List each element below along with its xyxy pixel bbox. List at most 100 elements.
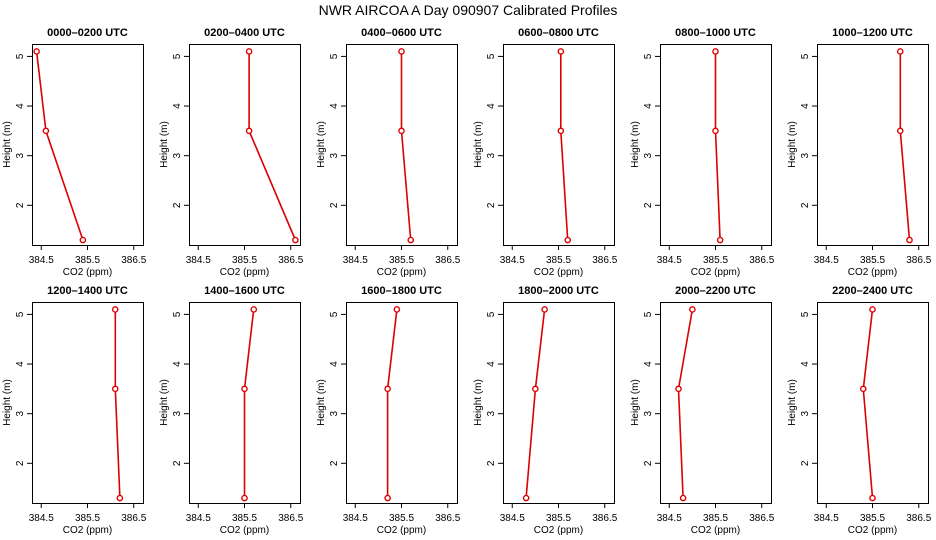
- x-tick-label: 386.5: [435, 513, 460, 524]
- data-point: [541, 306, 548, 313]
- plot-frame: [503, 302, 615, 504]
- y-tick-label: 2: [15, 460, 26, 466]
- y-tick-label: 3: [172, 410, 183, 416]
- panel-title: 0600–0800 UTC: [518, 27, 599, 39]
- x-tick-label: 385.5: [75, 513, 100, 524]
- y-tick-label: 4: [486, 103, 497, 109]
- data-point: [393, 306, 401, 313]
- plot-frame: [32, 302, 144, 504]
- x-tick-label: 385.5: [546, 255, 571, 266]
- data-point: [241, 385, 248, 393]
- y-axis-label: Height (m): [316, 379, 327, 426]
- data-point: [557, 48, 565, 55]
- y-axis-label: Height (m): [787, 379, 798, 426]
- x-tick-label: 384.5: [186, 513, 211, 524]
- plot-frame: [189, 44, 301, 246]
- y-tick-label: 5: [486, 53, 497, 59]
- x-tick-label: 386.5: [278, 513, 303, 524]
- series-line: [400, 51, 412, 241]
- x-tick-label: 385.5: [860, 255, 885, 266]
- x-tick-label: 386.5: [749, 255, 774, 266]
- x-axis-label: CO2 (ppm): [220, 525, 269, 536]
- y-tick-label: 5: [329, 53, 340, 59]
- x-tick-label: 384.5: [29, 255, 54, 266]
- data-point: [675, 385, 682, 393]
- x-tick-label: 386.5: [278, 255, 303, 266]
- y-tick-label: 2: [643, 460, 654, 466]
- data-point: [116, 494, 124, 502]
- plot-frame: [817, 302, 929, 504]
- y-tick-label: 3: [15, 152, 26, 158]
- y-tick-label: 2: [329, 460, 340, 466]
- panel-title: 2200–2400 UTC: [832, 285, 913, 297]
- series-line: [243, 309, 255, 498]
- y-axis-label: Height (m): [2, 379, 13, 426]
- x-tick-label: 384.5: [500, 255, 525, 266]
- x-tick-label: 386.5: [906, 255, 931, 266]
- data-point: [398, 127, 405, 135]
- y-tick-label: 2: [800, 460, 811, 466]
- y-tick-label: 2: [486, 202, 497, 208]
- figure-title: NWR AIRCOA A Day 090907 Calibrated Profi…: [318, 2, 618, 18]
- y-tick-label: 4: [172, 103, 183, 109]
- panel-title: 0400–0600 UTC: [361, 27, 442, 39]
- y-tick-label: 2: [643, 202, 654, 208]
- series-line: [862, 309, 874, 499]
- series-line: [35, 51, 84, 241]
- y-tick-label: 3: [486, 152, 497, 158]
- series-line: [525, 309, 546, 499]
- y-axis-label: Height (m): [787, 121, 798, 168]
- y-tick-label: 2: [15, 202, 26, 208]
- plot-frame: [817, 44, 929, 246]
- y-tick-label: 5: [15, 53, 26, 59]
- y-tick-label: 4: [486, 361, 497, 367]
- data-point: [241, 494, 248, 502]
- plot-frame: [346, 302, 458, 504]
- y-axis-label: Height (m): [159, 121, 170, 168]
- x-tick-label: 385.5: [389, 255, 414, 266]
- x-axis-label: CO2 (ppm): [691, 267, 740, 278]
- x-tick-label: 384.5: [657, 255, 682, 266]
- y-tick-label: 5: [329, 311, 340, 317]
- data-point: [564, 236, 572, 244]
- y-tick-label: 5: [800, 53, 811, 59]
- x-tick-label: 385.5: [232, 255, 257, 266]
- y-tick-label: 4: [15, 361, 26, 367]
- x-tick-label: 385.5: [546, 513, 571, 524]
- x-tick-label: 384.5: [186, 255, 211, 266]
- data-point: [111, 385, 119, 393]
- data-point: [292, 236, 299, 244]
- y-tick-label: 4: [329, 103, 340, 109]
- data-point: [869, 306, 876, 313]
- x-axis-label: CO2 (ppm): [848, 267, 897, 278]
- x-tick-label: 386.5: [749, 513, 774, 524]
- y-tick-label: 3: [643, 410, 654, 416]
- y-tick-label: 4: [643, 103, 654, 109]
- data-point: [111, 306, 119, 313]
- x-tick-label: 385.5: [703, 255, 728, 266]
- x-tick-label: 386.5: [121, 513, 146, 524]
- y-tick-label: 3: [643, 152, 654, 158]
- data-point: [712, 127, 719, 135]
- y-axis-label: Height (m): [159, 379, 170, 426]
- y-tick-label: 2: [329, 202, 340, 208]
- data-point: [557, 127, 565, 135]
- y-tick-label: 5: [643, 311, 654, 317]
- y-tick-label: 3: [800, 410, 811, 416]
- panel-title: 1000–1200 UTC: [832, 27, 913, 39]
- y-tick-label: 4: [15, 103, 26, 109]
- panel-title: 1800–2000 UTC: [518, 285, 599, 297]
- data-point: [245, 127, 253, 135]
- y-tick-label: 5: [800, 311, 811, 317]
- y-tick-label: 4: [172, 361, 183, 367]
- y-axis-label: Height (m): [473, 379, 484, 426]
- panel-title: 2000–2200 UTC: [675, 285, 756, 297]
- series-line: [248, 51, 297, 241]
- y-axis-label: Height (m): [630, 121, 641, 168]
- x-axis-label: CO2 (ppm): [63, 525, 112, 536]
- data-point: [689, 306, 696, 313]
- data-point: [679, 494, 687, 502]
- x-axis-label: CO2 (ppm): [534, 525, 583, 536]
- data-point: [79, 236, 87, 244]
